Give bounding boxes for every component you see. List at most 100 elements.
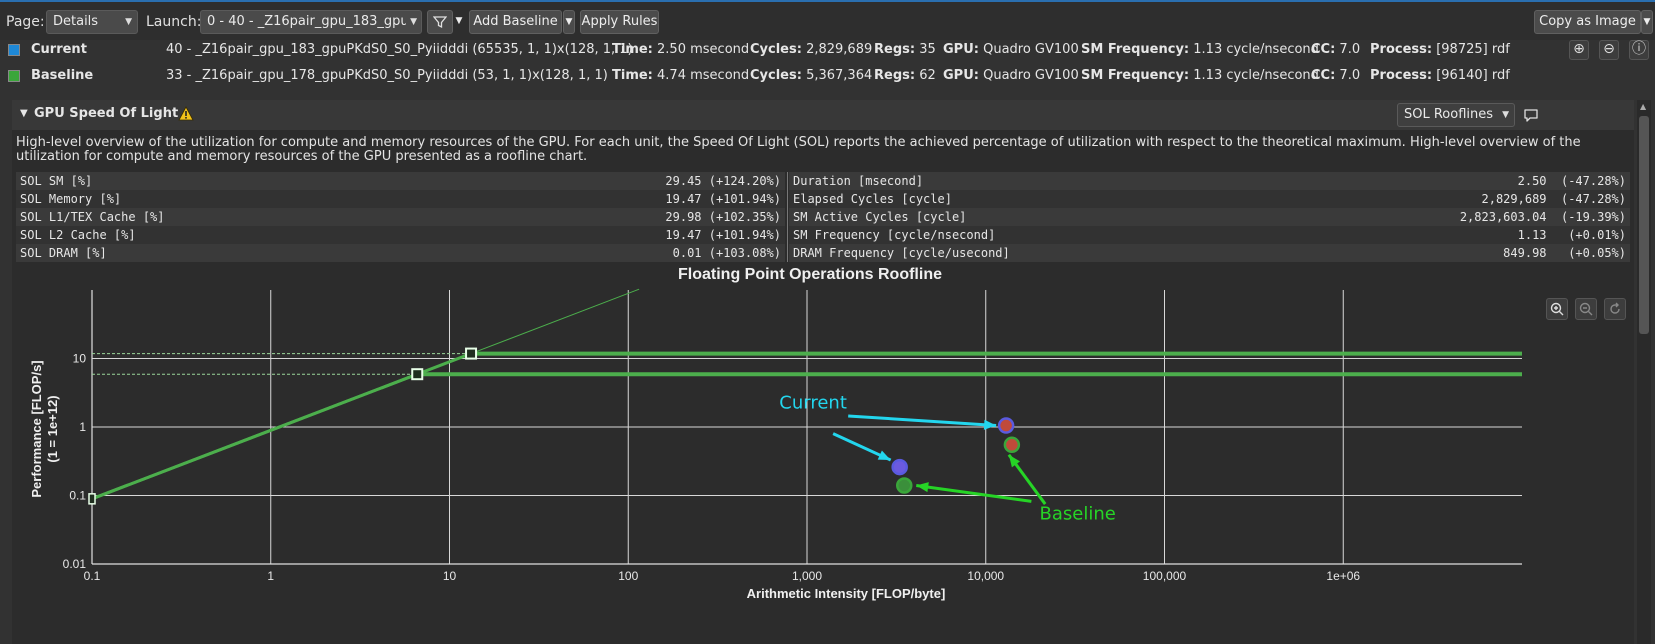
x-tick-label: 0.1 xyxy=(84,569,101,583)
zoom-out-icon xyxy=(1579,302,1593,316)
baseline-color-swatch xyxy=(8,70,20,82)
toolbar: Page: Details ▼ Launch: 0 - 40 - _Z16pai… xyxy=(0,2,1655,40)
y-axis-label: Performance [FLOP/s] xyxy=(29,360,44,497)
roof-start-marker xyxy=(88,493,96,505)
baseline-point xyxy=(1003,436,1021,454)
x-axis-label: Arithmetic Intensity [FLOP/byte] xyxy=(747,586,946,601)
cc-value: 7.0 xyxy=(1339,42,1361,57)
warning-icon xyxy=(178,106,194,121)
filter-button[interactable] xyxy=(427,10,453,34)
sm-freq-label: SM Frequency: xyxy=(1081,42,1190,57)
process-value: [96140] rdf xyxy=(1436,68,1510,83)
page-label: Page: xyxy=(6,14,45,30)
metric-row: SM Active Cycles [cycle] 2,823,603.04 (-1… xyxy=(789,208,1630,226)
add-baseline-dropdown[interactable]: ▼ xyxy=(563,10,575,34)
kernel-name: 40 - _Z16pair_gpu_183_gpuPKdS0_S0_Pyiidd… xyxy=(166,42,633,57)
remove-result-button[interactable]: ⊖ xyxy=(1599,40,1619,60)
gpu-speed-of-light-section: ▼ GPU Speed Of Light SOL Rooflines ▼ Hig… xyxy=(12,100,1634,644)
chart-points xyxy=(891,417,1021,494)
y-tick-label: 0.1 xyxy=(69,489,86,503)
metric-row: SOL L1/TEX Cache [%] 29.98 (+102.35%) xyxy=(16,208,785,226)
gpu-value: Quadro GV100 xyxy=(983,68,1079,83)
ridge-point-marker xyxy=(465,347,478,360)
regs-value: 62 xyxy=(919,68,936,83)
sm-freq-label: SM Frequency: xyxy=(1081,68,1190,83)
section-header[interactable]: ▼ GPU Speed Of Light SOL Rooflines ▼ xyxy=(12,100,1634,130)
copy-as-image-dropdown[interactable]: ▼ xyxy=(1641,10,1653,34)
window-top-accent xyxy=(0,0,1655,2)
y-axis-sublabel: (1 = 1e+12) xyxy=(45,395,60,462)
info-button[interactable]: ⓘ xyxy=(1629,40,1649,60)
result-name: Current xyxy=(31,42,87,57)
apply-rules-button[interactable]: Apply Rules xyxy=(580,10,659,34)
chart-title: Floating Point Operations Roofline xyxy=(678,266,942,283)
sm-freq-value: 1.13 cycle/nsecond xyxy=(1193,42,1319,57)
metric-row: SOL L2 Cache [%] 19.47 (+101.94%) xyxy=(16,226,785,244)
result-name: Baseline xyxy=(31,68,94,83)
y-tick-label: 1 xyxy=(79,420,86,434)
metric-row: Duration [msecond] 2.50 (-47.28%) xyxy=(789,172,1630,190)
roofline-chart[interactable]: Floating Point Operations Roofline 0.1 1 1… xyxy=(12,264,1634,644)
reset-zoom-button[interactable] xyxy=(1604,298,1626,320)
regs-label: Regs: xyxy=(874,68,916,83)
cc-value: 7.0 xyxy=(1339,68,1361,83)
memory-roof xyxy=(91,372,418,501)
metric-row: SOL Memory [%] 19.47 (+101.94%) xyxy=(16,190,785,208)
cycles-label: Cycles: xyxy=(750,68,802,83)
collapse-triangle-icon[interactable]: ▼ xyxy=(20,108,28,119)
cycles-label: Cycles: xyxy=(750,42,802,57)
result-row-current[interactable]: Current 40 - _Z16pair_gpu_183_gpuPKdS0_S… xyxy=(0,37,1655,63)
chevron-down-icon: ▼ xyxy=(125,17,132,27)
regs-label: Regs: xyxy=(874,42,916,57)
section-view-select[interactable]: SOL Rooflines ▼ xyxy=(1397,103,1515,127)
scroll-up-icon[interactable]: ▲ xyxy=(1640,102,1647,111)
cycles-value: 5,367,364 xyxy=(806,68,873,83)
time-value: 4.74 msecond xyxy=(657,68,750,83)
filter-dropdown[interactable]: ▼ xyxy=(455,16,463,26)
metrics-table-right: Duration [msecond] 2.50 (-47.28%) Elapsed… xyxy=(789,172,1630,262)
launch-select[interactable]: 0 - 40 - _Z16pair_gpu_183_gpu ▼ xyxy=(200,10,422,34)
memory-roof-extension xyxy=(470,288,640,355)
result-row-baseline[interactable]: Baseline 33 - _Z16pair_gpu_178_gpuPKdS0_… xyxy=(0,63,1655,89)
baseline-arrow-1-head xyxy=(1008,454,1021,468)
x-tick-label: 100 xyxy=(618,569,638,583)
cycles-value: 2,829,689 xyxy=(806,42,873,57)
time-label: Time: xyxy=(612,42,653,57)
chart-rooflines xyxy=(88,288,1522,505)
gpu-label: GPU: xyxy=(943,68,979,83)
add-result-button[interactable]: ⊕ xyxy=(1569,40,1589,60)
zoom-in-icon xyxy=(1550,302,1564,316)
current-point xyxy=(997,417,1015,434)
x-tick-label: 10,000 xyxy=(967,569,1004,583)
zoom-out-button[interactable] xyxy=(1575,298,1597,320)
metric-row: DRAM Frequency [cycle/usecond] 849.98 (+0… xyxy=(789,244,1630,262)
page-select[interactable]: Details ▼ xyxy=(46,10,138,34)
launch-label: Launch: xyxy=(146,14,202,30)
vertical-scrollbar[interactable]: ▲ xyxy=(1637,100,1651,644)
baseline-arrow-2-line xyxy=(916,484,1032,503)
baseline-annotation-label: Baseline xyxy=(1040,503,1116,524)
metric-row: Elapsed Cycles [cycle] 2,829,689 (-47.28%… xyxy=(789,190,1630,208)
current-point xyxy=(891,458,908,476)
filter-icon xyxy=(432,16,448,29)
zoom-in-button[interactable] xyxy=(1546,298,1568,320)
baseline-arrow-2-head xyxy=(916,482,929,493)
section-title: GPU Speed Of Light xyxy=(34,106,179,121)
time-value: 2.50 msecond xyxy=(657,42,750,57)
add-baseline-button[interactable]: Add Baseline xyxy=(469,10,562,34)
x-tick-label: 1 xyxy=(267,569,274,583)
process-label: Process: xyxy=(1370,42,1433,57)
cc-label: CC: xyxy=(1311,68,1336,83)
x-tick-label: 100,000 xyxy=(1143,569,1187,583)
chart-grid xyxy=(91,290,1522,565)
metric-row: SOL DRAM [%] 0.01 (+103.08%) xyxy=(16,244,785,262)
chart-ticks: 0.1 1 10 100 1,000 10,000 100,000 1e+060.010.11… xyxy=(63,352,1361,584)
copy-as-image-button[interactable]: Copy as Image xyxy=(1534,10,1641,34)
scrollbar-thumb[interactable] xyxy=(1639,116,1649,334)
kernel-name: 33 - _Z16pair_gpu_178_gpuPKdS0_S0_Pyiidd… xyxy=(166,68,608,83)
regs-value: 35 xyxy=(919,42,936,57)
comment-icon[interactable] xyxy=(1523,107,1539,123)
process-label: Process: xyxy=(1370,68,1433,83)
launch-select-value: 0 - 40 - _Z16pair_gpu_183_gpu xyxy=(207,14,409,29)
gpu-value: Quadro GV100 xyxy=(983,42,1079,57)
